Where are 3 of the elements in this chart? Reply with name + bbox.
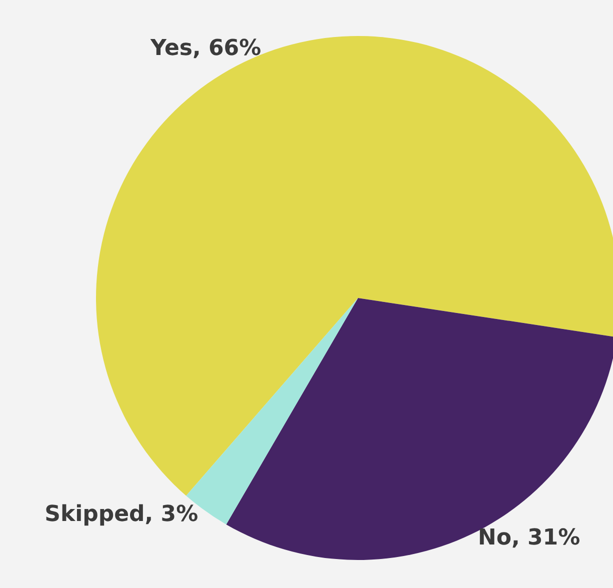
slice-label: Yes, 66% bbox=[150, 36, 262, 61]
slice-label: Skipped, 3% bbox=[44, 502, 198, 527]
slice-label: No, 31% bbox=[478, 525, 580, 550]
